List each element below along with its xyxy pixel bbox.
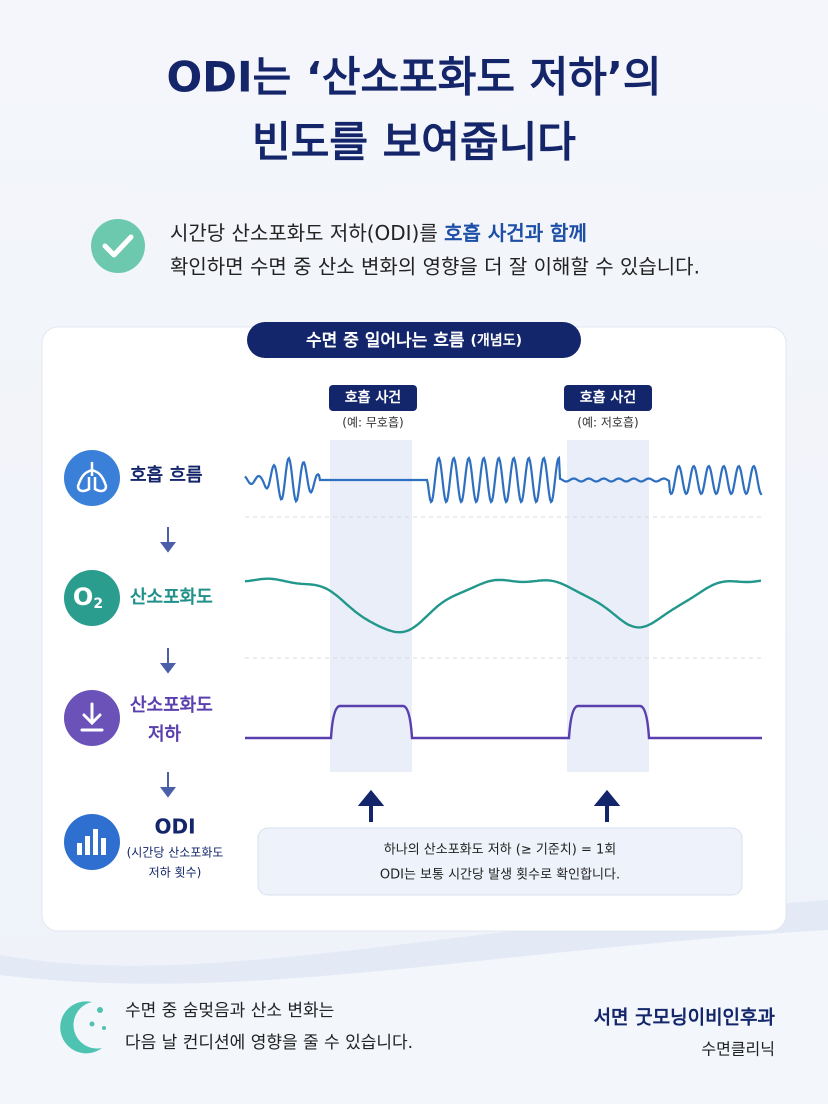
up-arrows — [357, 789, 621, 822]
event-note: (예: 무호흡) — [342, 416, 403, 430]
odi-icon — [64, 814, 120, 870]
row-label: ODI — [154, 815, 195, 839]
odi-glyph — [77, 829, 106, 855]
row-label: 호흡 흐름 — [130, 464, 203, 486]
row-label: 산소포화도 — [130, 695, 213, 716]
intro-line: 확인하면 수면 중 산소 변화의 영향을 더 잘 이해할 수 있습니다. — [170, 255, 700, 279]
moon-icon — [60, 1001, 102, 1054]
diagram-title-pill — [247, 322, 581, 358]
lungs-icon — [64, 450, 120, 506]
desat-wave — [245, 704, 762, 740]
lungs-glyph — [76, 462, 108, 493]
o2-icon-text: O2 — [73, 583, 103, 612]
footer-message: 다음 날 컨디션에 영향을 줄 수 있습니다. — [125, 1033, 413, 1053]
row-sublabel: (시간당 산소포화도 — [127, 846, 224, 860]
desat-glyph — [80, 702, 104, 732]
event-pill — [564, 385, 652, 411]
o2-o: O — [73, 583, 93, 611]
intro-highlight: 호흡 사건과 함께 — [444, 221, 587, 245]
flow-arrows — [160, 527, 176, 798]
event-band — [567, 440, 649, 772]
event-label: 호흡 사건 — [580, 389, 636, 406]
footer-wave-inner — [0, 930, 828, 1104]
row-label: 산소포화도 — [130, 587, 213, 608]
title-line: 빈도를 보여줍니다 — [252, 118, 576, 167]
event-pill — [329, 385, 417, 411]
stars — [89, 1007, 106, 1030]
note-line: ODI는 보통 시간당 발생 횟수로 확인합니다. — [380, 868, 620, 883]
event-label: 호흡 사건 — [345, 389, 401, 406]
row-label: 저하 — [148, 724, 182, 745]
intro-text: 시간당 산소포화도 저하(ODI)를 — [170, 221, 444, 245]
spo2-wave — [244, 577, 762, 634]
footer-message: 수면 중 숨멎음과 산소 변화는 — [125, 1001, 334, 1021]
intro-line: 시간당 산소포화도 저하(ODI)를 호흡 사건과 함께 — [170, 221, 587, 245]
diagram-title-note: (개념도) — [471, 333, 522, 349]
clinic-sub: 수면클리닉 — [701, 1040, 775, 1059]
note-box — [257, 827, 743, 896]
row-sublabel: 저하 횟수) — [149, 866, 202, 880]
diagram-title: 수면 중 일어나는 흐름 (개념도) — [306, 331, 522, 351]
clinic-name: 서면 굿모닝이비인후과 — [594, 1007, 776, 1029]
breathing-wave — [244, 455, 763, 504]
diagram-title-text: 수면 중 일어나는 흐름 — [306, 331, 465, 351]
check-icon — [91, 219, 145, 273]
event-band — [330, 440, 412, 772]
o2-sub: 2 — [93, 596, 103, 612]
check-mark — [102, 234, 134, 258]
note-line: 하나의 산소포화도 저하 (≥ 기준치) = 1회 — [384, 843, 616, 858]
event-note: (예: 저호흡) — [577, 416, 638, 430]
o2-icon — [64, 570, 120, 626]
title-line: ODI는 ‘산소포화도 저하’의 — [166, 53, 661, 102]
